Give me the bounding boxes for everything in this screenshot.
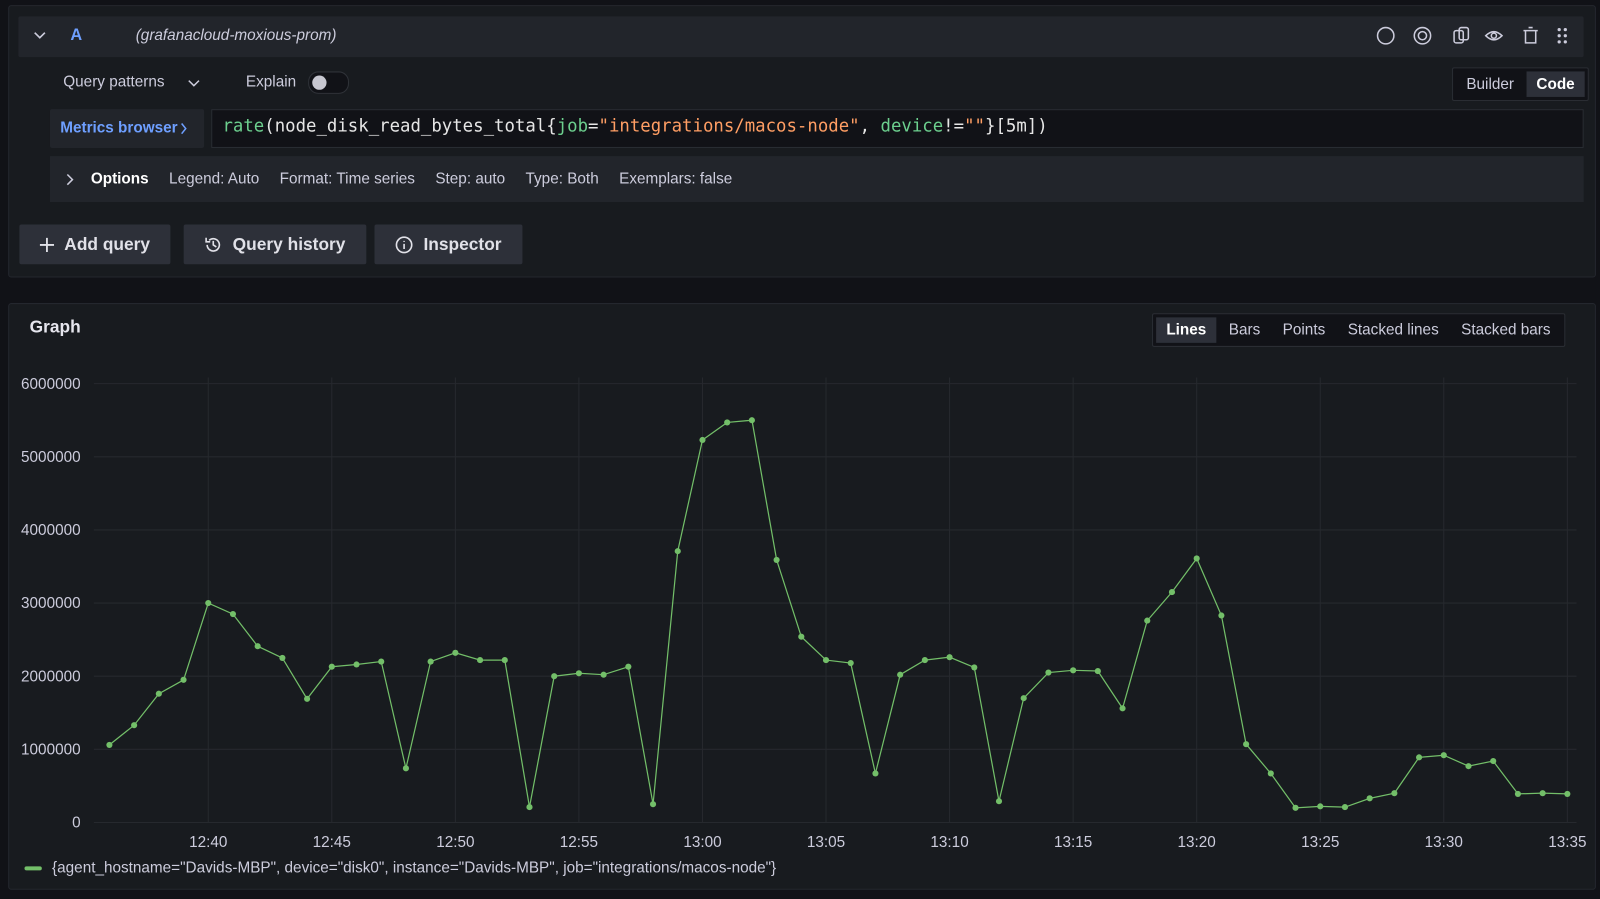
data-point <box>551 673 557 679</box>
data-point <box>1515 791 1521 797</box>
data-point <box>650 801 656 807</box>
x-tick-label: 13:10 <box>930 834 968 851</box>
x-tick-label: 12:40 <box>189 834 227 851</box>
data-point <box>1416 754 1422 760</box>
x-tick-label: 13:25 <box>1301 834 1339 851</box>
data-point <box>1021 695 1027 701</box>
data-point <box>1465 763 1471 769</box>
data-point <box>156 691 162 697</box>
data-point <box>922 657 928 663</box>
data-point <box>452 650 458 656</box>
data-point <box>996 798 1002 804</box>
data-point <box>1218 612 1224 618</box>
data-point <box>1119 705 1125 711</box>
y-tick-label: 5000000 <box>21 449 81 466</box>
x-tick-label: 13:05 <box>807 834 845 851</box>
y-tick-label: 2000000 <box>21 668 81 685</box>
data-point <box>724 419 730 425</box>
data-point <box>230 611 236 617</box>
data-point <box>625 664 631 670</box>
y-tick-label: 6000000 <box>21 376 81 393</box>
data-point <box>1045 669 1051 675</box>
data-point <box>180 677 186 683</box>
data-point <box>477 657 483 663</box>
data-point <box>329 664 335 670</box>
data-point <box>601 672 607 678</box>
data-point <box>279 655 285 661</box>
data-point <box>1243 741 1249 747</box>
x-tick-label: 12:50 <box>436 834 474 851</box>
data-point <box>403 765 409 771</box>
data-point <box>848 660 854 666</box>
legend-swatch <box>24 866 41 870</box>
data-point <box>304 696 310 702</box>
data-point <box>699 437 705 443</box>
x-tick-label: 13:00 <box>683 834 721 851</box>
data-point <box>502 657 508 663</box>
data-point <box>749 417 755 423</box>
data-point <box>1391 790 1397 796</box>
data-point <box>872 770 878 776</box>
data-point <box>1490 758 1496 764</box>
data-point <box>675 548 681 554</box>
data-point <box>1070 667 1076 673</box>
data-point <box>1342 804 1348 810</box>
data-point <box>1095 668 1101 674</box>
data-point <box>1367 795 1373 801</box>
data-point <box>1564 791 1570 797</box>
data-point <box>378 659 384 665</box>
data-point <box>897 672 903 678</box>
data-point <box>205 600 211 606</box>
data-point <box>774 557 780 563</box>
y-tick-label: 0 <box>72 815 81 832</box>
data-point <box>106 742 112 748</box>
data-point <box>1169 589 1175 595</box>
data-point <box>526 804 532 810</box>
data-point <box>1317 803 1323 809</box>
x-tick-label: 12:45 <box>313 834 351 851</box>
data-point <box>1540 790 1546 796</box>
y-tick-label: 3000000 <box>21 595 81 612</box>
x-tick-label: 13:15 <box>1054 834 1092 851</box>
data-point <box>353 661 359 667</box>
y-tick-label: 4000000 <box>21 522 81 539</box>
data-point <box>1441 752 1447 758</box>
y-tick-label: 1000000 <box>21 741 81 758</box>
data-point <box>971 664 977 670</box>
data-point <box>1292 805 1298 811</box>
x-tick-label: 13:30 <box>1425 834 1463 851</box>
x-tick-label: 13:35 <box>1548 834 1586 851</box>
legend-label[interactable]: {agent_hostname="Davids-MBP", device="di… <box>52 858 776 878</box>
data-point <box>1194 555 1200 561</box>
data-point <box>1144 618 1150 624</box>
data-point <box>428 659 434 665</box>
data-point <box>576 670 582 676</box>
data-point <box>798 634 804 640</box>
data-point <box>255 643 261 649</box>
data-point <box>823 657 829 663</box>
data-point <box>1268 770 1274 776</box>
x-tick-label: 13:20 <box>1178 834 1216 851</box>
data-point <box>947 654 953 660</box>
x-tick-label: 12:55 <box>560 834 598 851</box>
data-point <box>131 722 137 728</box>
